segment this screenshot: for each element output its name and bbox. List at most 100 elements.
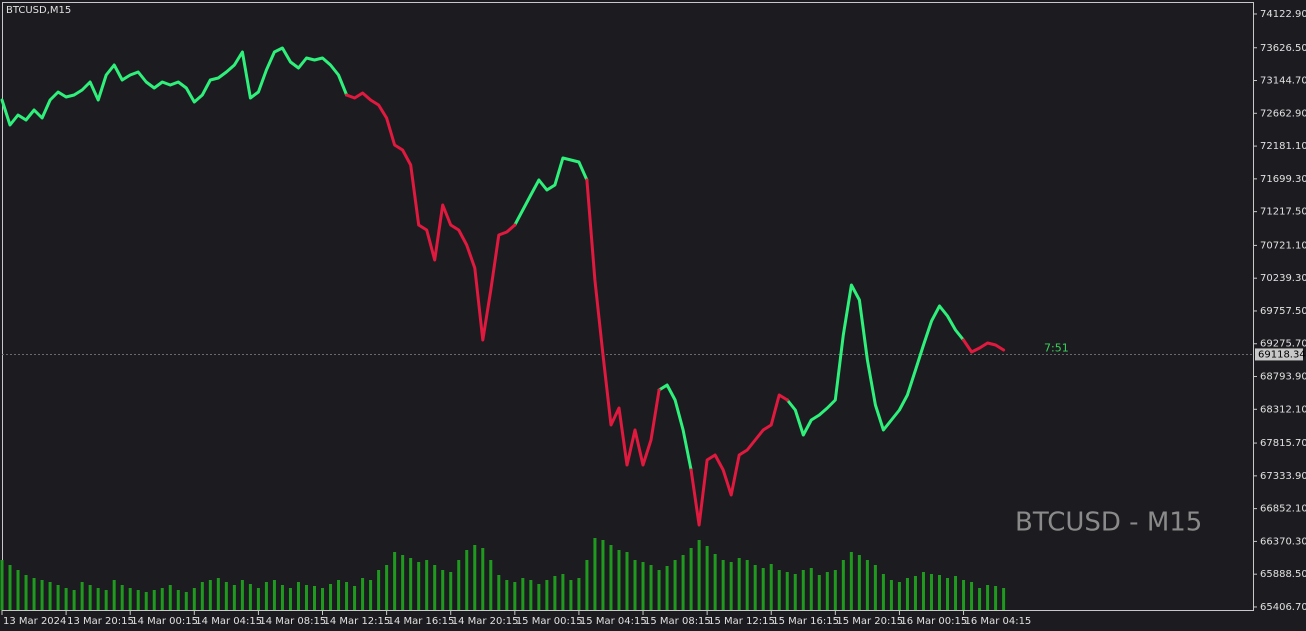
x-tick-label: 13 Mar 2024 bbox=[3, 616, 66, 627]
y-tick-label: 73626.50 bbox=[1260, 43, 1306, 54]
volume-bar bbox=[128, 588, 132, 610]
volume-bar bbox=[337, 580, 341, 610]
volume-bar bbox=[441, 570, 445, 610]
volume-bar bbox=[168, 585, 172, 610]
volume-bar bbox=[873, 565, 877, 610]
volume-bar bbox=[64, 588, 68, 610]
volume-bar bbox=[737, 558, 741, 610]
volume-bar bbox=[72, 590, 76, 610]
volume-bar bbox=[729, 562, 733, 610]
volume-bar bbox=[425, 560, 429, 610]
x-tick-label: 14 Mar 08:15 bbox=[259, 616, 326, 627]
volume-bar bbox=[817, 575, 821, 610]
volume-bar bbox=[8, 565, 12, 610]
volume-bar bbox=[641, 562, 645, 610]
volume-bar bbox=[681, 555, 685, 610]
volume-bar bbox=[761, 568, 765, 610]
volume-bar bbox=[833, 570, 837, 610]
volume-bar bbox=[457, 560, 461, 610]
volume-bar bbox=[986, 585, 990, 610]
y-tick-label: 72181.10 bbox=[1260, 141, 1306, 152]
volume-bar bbox=[232, 585, 236, 610]
x-tick-label: 16 Mar 04:15 bbox=[965, 616, 1032, 627]
volume-bar bbox=[946, 578, 950, 610]
volume-bar bbox=[216, 578, 220, 610]
volume-bar bbox=[697, 540, 701, 610]
volume-bar bbox=[176, 590, 180, 610]
volume-bar bbox=[970, 582, 974, 610]
price-line bbox=[0, 46, 965, 472]
volume-bar bbox=[200, 582, 204, 610]
y-tick-label: 65406.70 bbox=[1260, 602, 1306, 613]
y-tick-label: 70239.30 bbox=[1260, 273, 1306, 284]
volume-bar bbox=[304, 585, 308, 610]
volume-bar bbox=[1002, 588, 1006, 610]
volume-bar bbox=[48, 582, 52, 610]
volume-bar bbox=[665, 566, 669, 610]
volume-bar bbox=[505, 580, 509, 610]
volume-bar bbox=[192, 588, 196, 610]
volume-bar bbox=[264, 582, 268, 610]
volume-bar bbox=[240, 580, 244, 610]
volume-bar bbox=[753, 565, 757, 610]
volume-bar bbox=[673, 560, 677, 610]
volume-bar bbox=[321, 588, 325, 610]
volume-bar bbox=[577, 578, 581, 610]
volume-bar bbox=[905, 578, 909, 610]
volume-bar bbox=[88, 585, 92, 610]
volume-bar bbox=[553, 576, 557, 610]
volume-bar bbox=[272, 580, 276, 610]
volume-bar bbox=[825, 572, 829, 610]
volume-bar bbox=[104, 590, 108, 610]
y-tick-label: 68793.90 bbox=[1260, 372, 1306, 383]
y-tick-label: 65888.50 bbox=[1260, 569, 1306, 580]
chart-title: BTCUSD,M15 bbox=[6, 5, 71, 16]
volume-bar bbox=[657, 570, 661, 610]
y-tick-label: 70721.10 bbox=[1260, 240, 1306, 251]
x-tick-label: 16 Mar 00:15 bbox=[900, 616, 967, 627]
volume-bar bbox=[857, 555, 861, 610]
x-tick-label: 15 Mar 08:15 bbox=[644, 616, 711, 627]
volume-bar bbox=[569, 580, 573, 610]
countdown: 7:51 bbox=[1044, 341, 1069, 354]
volume-bar bbox=[785, 572, 789, 610]
volume-bar bbox=[136, 590, 140, 610]
volume-bar bbox=[296, 582, 300, 610]
x-tick-label: 13 Mar 20:15 bbox=[67, 616, 134, 627]
x-tick-label: 15 Mar 04:15 bbox=[580, 616, 647, 627]
volume-bar bbox=[144, 592, 148, 610]
volume-bar bbox=[353, 586, 357, 610]
volume-bar bbox=[120, 585, 124, 610]
volume-bar bbox=[865, 560, 869, 610]
volume-bar bbox=[409, 558, 413, 610]
volume-bar bbox=[649, 565, 653, 610]
y-tick-label: 74122.90 bbox=[1260, 9, 1306, 20]
volume-bar bbox=[393, 552, 397, 610]
volume-bar bbox=[537, 584, 541, 610]
volume-bar bbox=[801, 570, 805, 610]
volume-bar bbox=[288, 588, 292, 610]
volume-bar bbox=[160, 588, 164, 610]
volume-bar bbox=[633, 560, 637, 610]
volume-bar bbox=[889, 580, 893, 610]
x-tick-label: 15 Mar 16:15 bbox=[772, 616, 839, 627]
x-tick-label: 14 Mar 16:15 bbox=[388, 616, 455, 627]
volume-bar bbox=[80, 582, 84, 610]
volume-bar bbox=[401, 555, 405, 610]
volume-bar bbox=[777, 570, 781, 610]
volume-bar bbox=[849, 552, 853, 610]
y-tick-label: 67333.90 bbox=[1260, 471, 1306, 482]
plot-frame bbox=[2, 2, 1254, 611]
volume-bar bbox=[184, 592, 188, 610]
volume-bar bbox=[16, 570, 20, 610]
volume-bar bbox=[497, 575, 501, 610]
x-tick-label: 15 Mar 00:15 bbox=[516, 616, 583, 627]
volume-bar bbox=[721, 560, 725, 610]
x-tick-label: 14 Mar 12:15 bbox=[324, 616, 391, 627]
volume-bar bbox=[481, 548, 485, 610]
volume-bar bbox=[0, 560, 4, 610]
volume-bar bbox=[625, 552, 629, 610]
volume-bar bbox=[617, 550, 621, 610]
volume-bar bbox=[465, 550, 469, 610]
volume-bar bbox=[32, 578, 36, 610]
